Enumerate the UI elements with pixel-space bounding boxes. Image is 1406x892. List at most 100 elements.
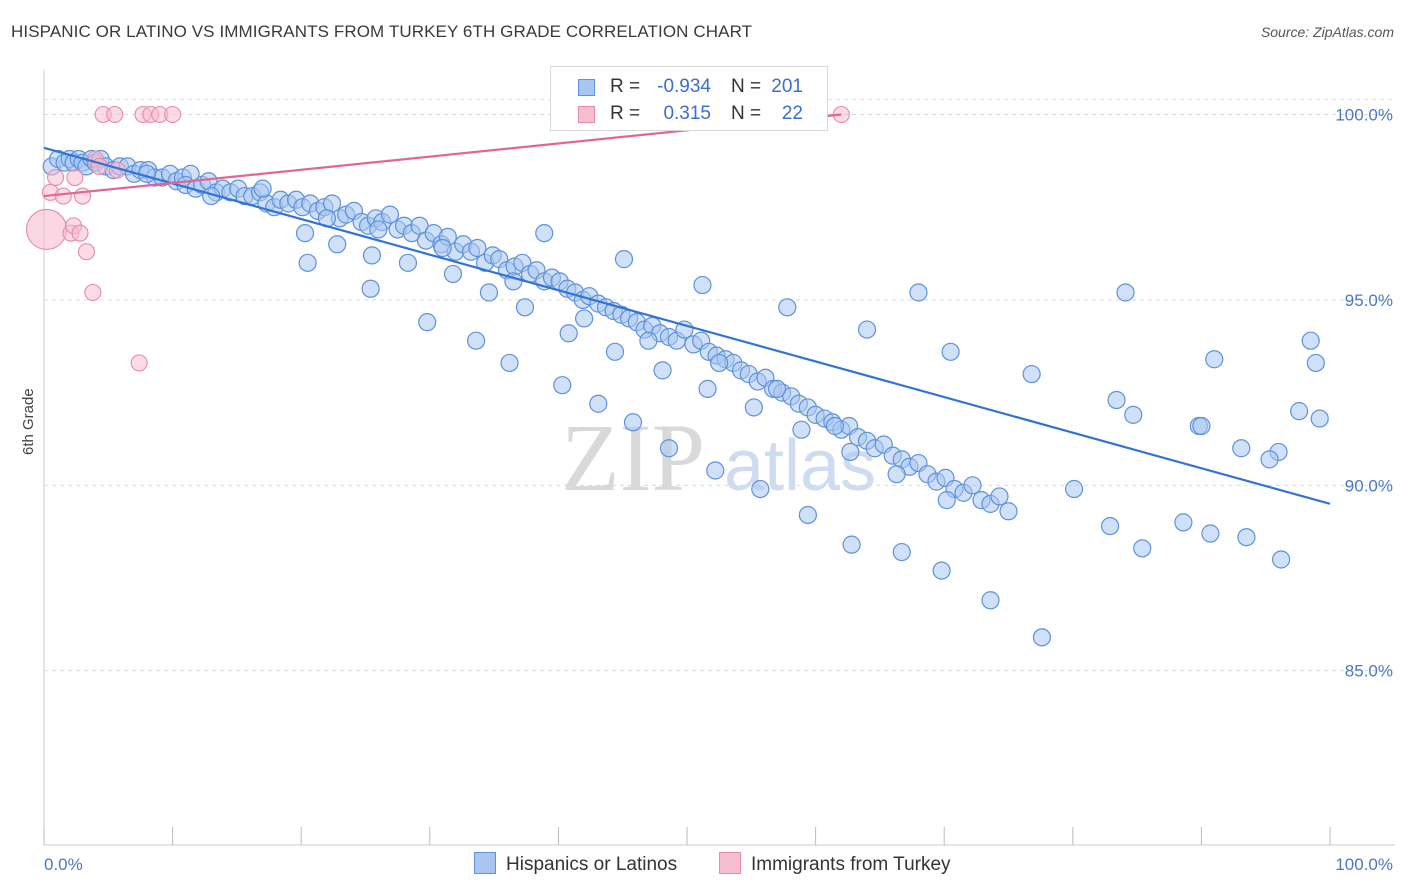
point-hispanic [468, 332, 485, 349]
point-hispanic [660, 440, 677, 457]
point-hispanic [1273, 551, 1290, 568]
point-hispanic [859, 321, 876, 338]
point-hispanic [1302, 332, 1319, 349]
x-tick-label-min: 0.0% [44, 855, 83, 874]
legend-row-turkey: R = 0.315 N = 22 [551, 102, 827, 130]
point-hispanic [1233, 440, 1250, 457]
point-hispanic [624, 414, 641, 431]
stats-legend: R = -0.934 N = 201 R = 0.315 N = 22 [550, 66, 828, 131]
bottom-legend-label: Hispanics or Latinos [506, 854, 677, 875]
bottom-legend-swatch-blue [474, 852, 496, 874]
point-hispanic [329, 236, 346, 253]
point-hispanic [1175, 514, 1192, 531]
point-hispanic [501, 354, 518, 371]
point-hispanic [362, 280, 379, 297]
point-hispanic [1307, 354, 1324, 371]
point-hispanic [654, 362, 671, 379]
point-hispanic [640, 332, 657, 349]
point-turkey [131, 355, 147, 371]
point-hispanic [938, 492, 955, 509]
point-hispanic [299, 254, 316, 271]
x-tick-label-max: 100.0% [1335, 855, 1393, 874]
point-hispanic [1108, 392, 1125, 409]
point-hispanic [1311, 410, 1328, 427]
point-turkey [67, 170, 83, 186]
legend-r-label: R = [610, 103, 640, 125]
point-hispanic [842, 443, 859, 460]
point-hispanic [843, 536, 860, 553]
point-hispanic [1291, 403, 1308, 420]
point-hispanic [590, 395, 607, 412]
point-turkey [27, 209, 67, 249]
legend-swatch-pink [578, 106, 595, 123]
point-hispanic [711, 354, 728, 371]
bottom-legend-label: Immigrants from Turkey [751, 854, 951, 875]
point-hispanic [536, 225, 553, 242]
point-hispanic [1261, 451, 1278, 468]
point-hispanic [297, 225, 314, 242]
point-hispanic [419, 314, 436, 331]
legend-r-value: 0.315 [645, 103, 711, 125]
legend-n-label: N = [731, 103, 761, 125]
point-hispanic [370, 221, 387, 238]
bottom-legend-hispanics: Hispanics or Latinos [474, 852, 677, 876]
point-turkey [78, 244, 94, 260]
series-hispanics-points [43, 150, 1328, 645]
legend-r-value: -0.934 [645, 76, 711, 98]
point-hispanic [615, 251, 632, 268]
point-hispanic [1206, 351, 1223, 368]
point-hispanic [1117, 284, 1134, 301]
point-hispanic [826, 417, 843, 434]
point-hispanic [991, 488, 1008, 505]
point-hispanic [560, 325, 577, 342]
y-tick-label: 90.0% [1345, 476, 1393, 495]
legend-row-hispanics: R = -0.934 N = 201 [551, 75, 827, 103]
point-hispanic [1023, 366, 1040, 383]
point-turkey [107, 106, 123, 122]
y-tick-label: 85.0% [1345, 662, 1393, 681]
point-hispanic [1066, 481, 1083, 498]
point-hispanic [1134, 540, 1151, 557]
point-hispanic [769, 380, 786, 397]
point-hispanic [1102, 518, 1119, 535]
point-hispanic [933, 562, 950, 579]
y-tick-label: 100.0% [1335, 105, 1393, 124]
point-hispanic [964, 477, 981, 494]
legend-r-label: R = [610, 76, 640, 98]
point-turkey [72, 225, 88, 241]
point-hispanic [1033, 629, 1050, 646]
point-hispanic [779, 299, 796, 316]
point-hispanic [1202, 525, 1219, 542]
bottom-legend-turkey: Immigrants from Turkey [719, 852, 951, 876]
point-turkey [48, 170, 64, 186]
point-hispanic [576, 310, 593, 327]
point-hispanic [893, 544, 910, 561]
legend-n-value: 22 [763, 103, 803, 125]
point-hispanic [254, 180, 271, 197]
point-turkey [165, 106, 181, 122]
point-hispanic [480, 284, 497, 301]
point-hispanic [444, 265, 461, 282]
point-hispanic [910, 284, 927, 301]
point-hispanic [1000, 503, 1017, 520]
point-hispanic [363, 247, 380, 264]
point-turkey [55, 188, 71, 204]
point-hispanic [434, 239, 451, 256]
point-hispanic [516, 299, 533, 316]
point-hispanic [606, 343, 623, 360]
point-hispanic [752, 481, 769, 498]
point-hispanic [982, 592, 999, 609]
point-hispanic [793, 421, 810, 438]
scatter-chart: ZIP atlas 85.0%90.0%95.0%100.0% 0.0% 100.… [0, 0, 1406, 892]
point-hispanic [745, 399, 762, 416]
point-hispanic [707, 462, 724, 479]
point-hispanic [554, 377, 571, 394]
y-tick-label: 95.0% [1345, 291, 1393, 310]
bottom-legend-swatch-pink [719, 852, 741, 874]
point-hispanic [1193, 417, 1210, 434]
y-tick-labels: 85.0% 90.0% 95.0% 100.0% [1335, 105, 1393, 680]
point-hispanic [694, 277, 711, 294]
point-hispanic [1125, 406, 1142, 423]
point-hispanic [888, 466, 905, 483]
point-turkey [85, 284, 101, 300]
